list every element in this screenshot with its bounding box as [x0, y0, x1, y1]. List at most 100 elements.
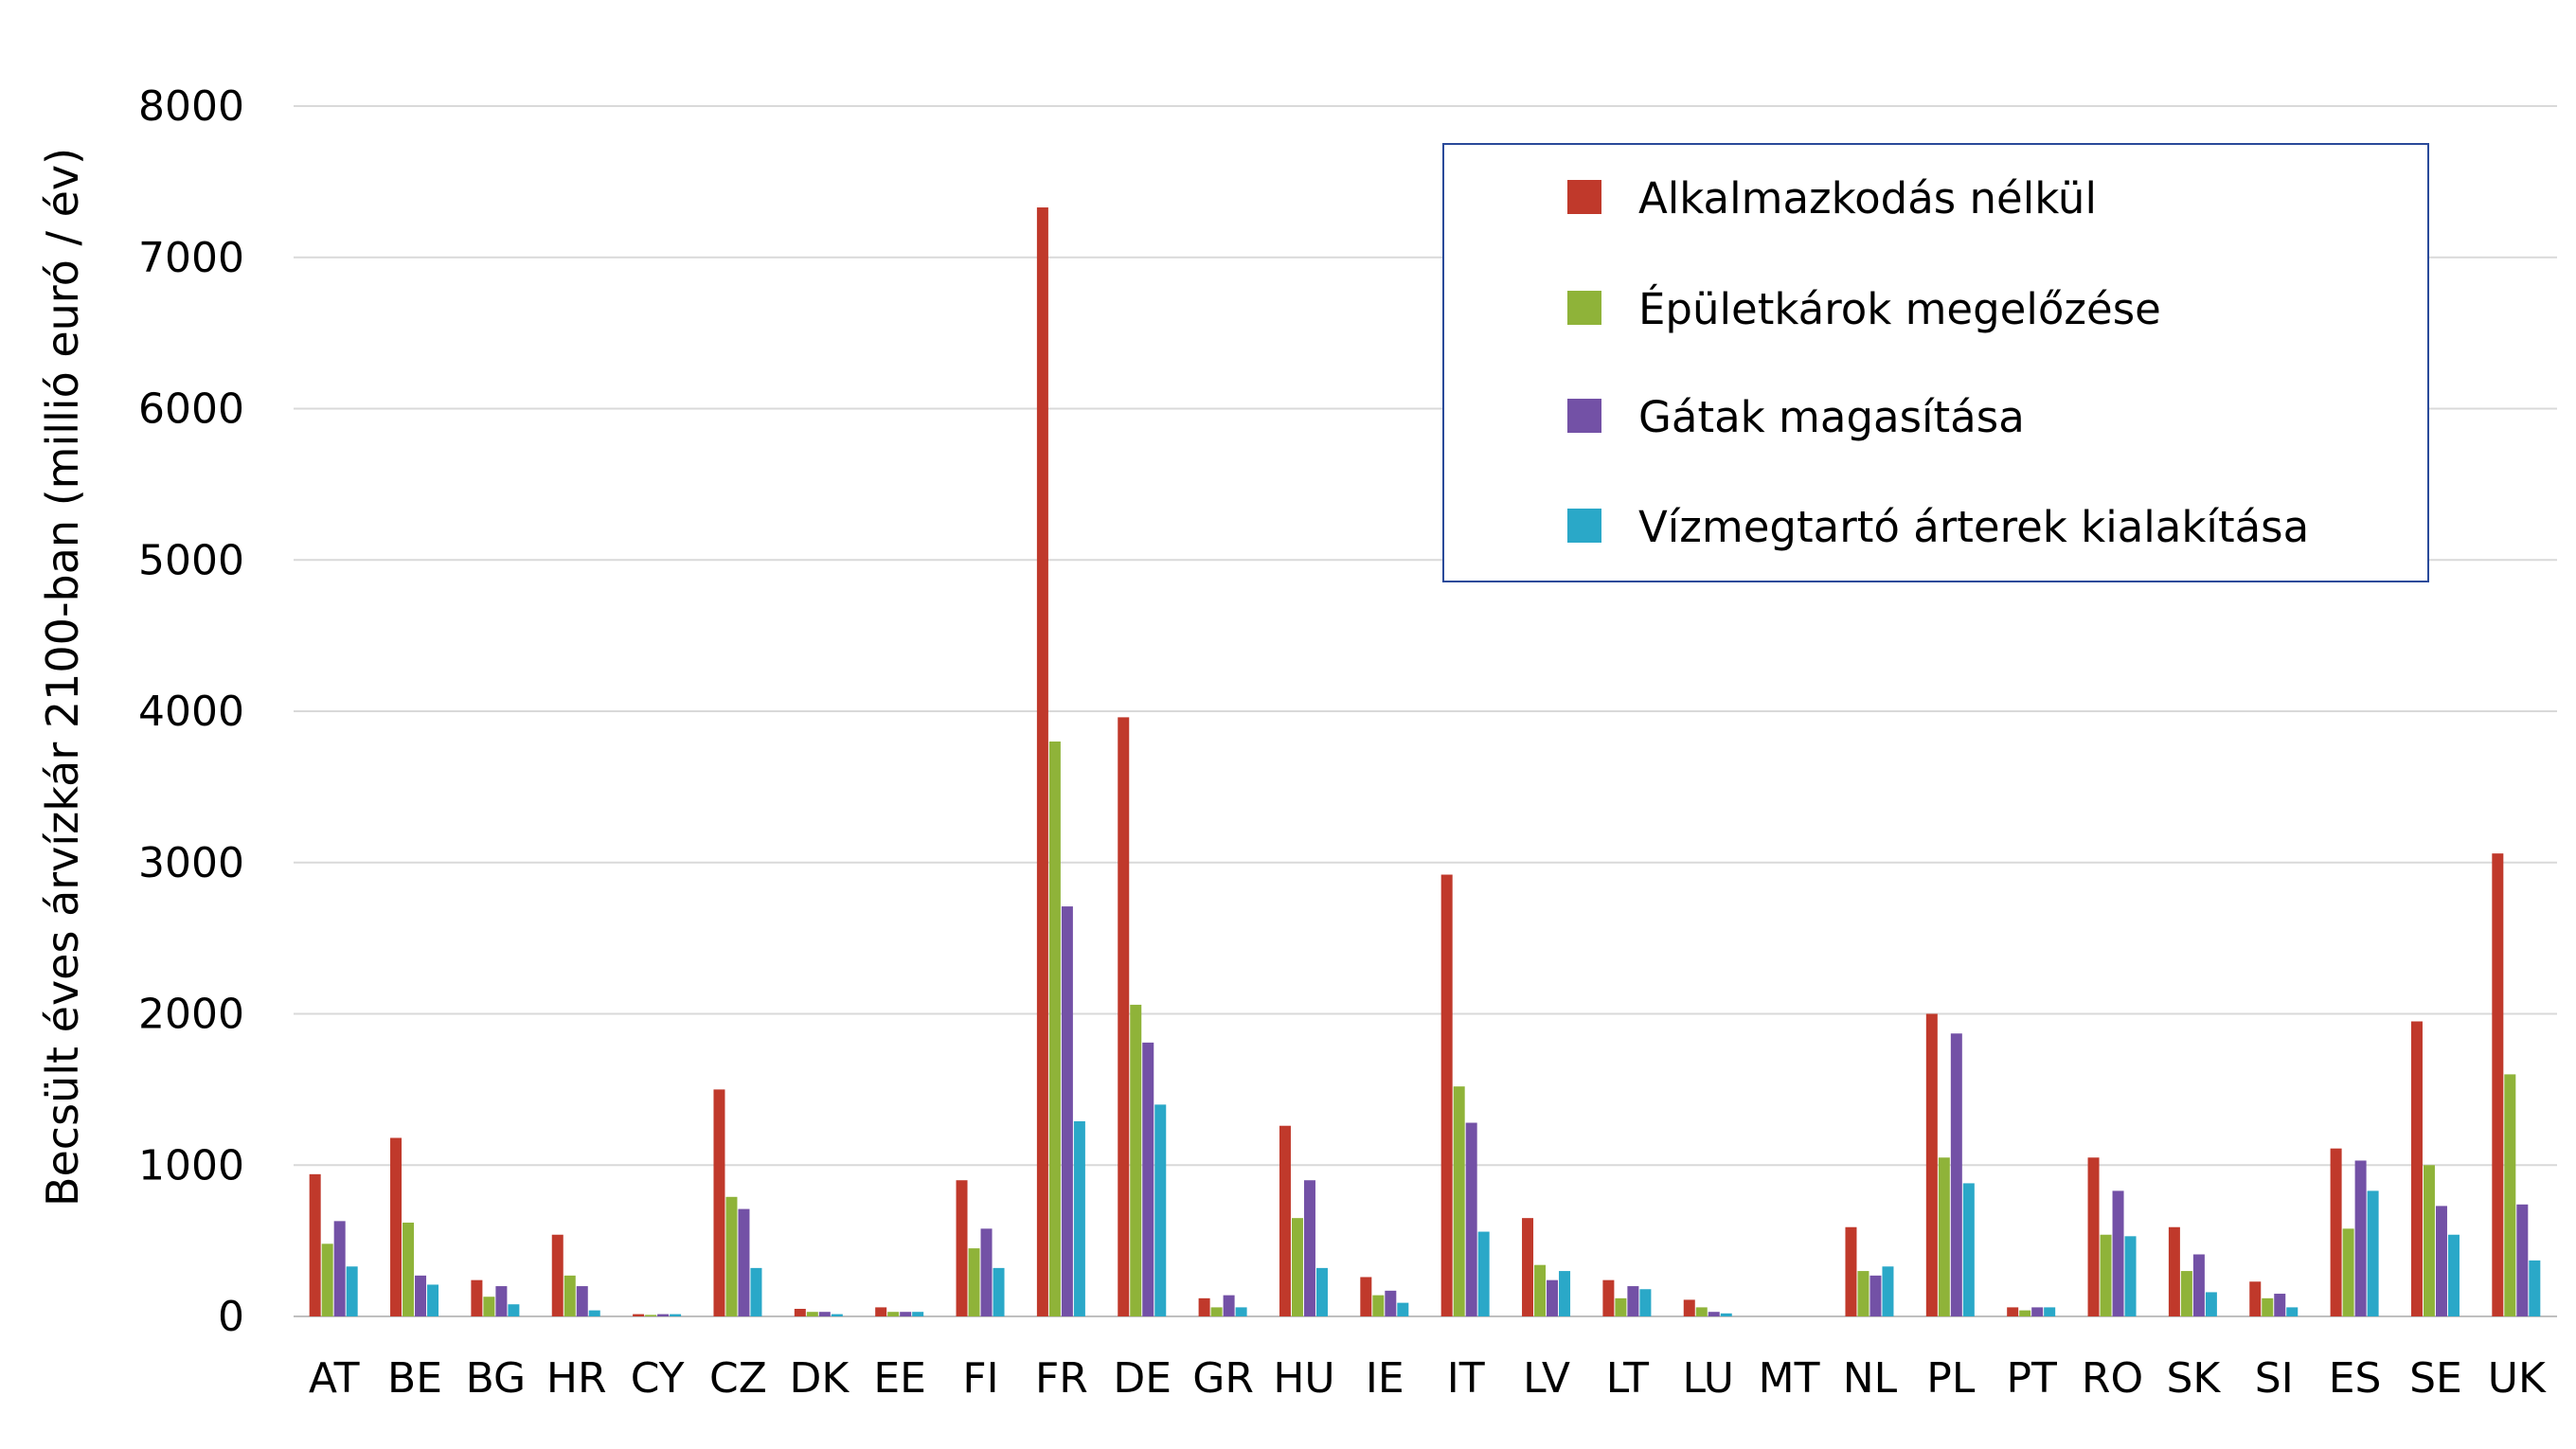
bar	[1142, 1042, 1154, 1316]
x-tick-label: HU	[1273, 1354, 1334, 1403]
gridlines	[294, 105, 2557, 1317]
x-tick-label: DK	[789, 1354, 850, 1403]
bar	[2504, 1074, 2516, 1316]
bar	[2435, 1206, 2447, 1316]
bar	[1118, 717, 1130, 1316]
x-tick-label: SE	[2409, 1354, 2462, 1403]
bar	[415, 1275, 427, 1316]
bar	[2168, 1226, 2180, 1316]
bar	[1522, 1218, 1534, 1316]
x-tick-label: MT	[1759, 1354, 1820, 1403]
bar	[2516, 1204, 2529, 1316]
bar	[1938, 1157, 1950, 1316]
x-tick-label: SI	[2255, 1354, 2294, 1403]
x-tick-label: FI	[962, 1354, 998, 1403]
x-tick-label: PL	[1926, 1354, 1976, 1403]
bar	[508, 1304, 520, 1316]
bar	[1315, 1267, 1328, 1316]
bar	[1720, 1313, 1732, 1316]
bar	[2112, 1190, 2124, 1316]
bar	[968, 1248, 980, 1316]
bar	[427, 1284, 439, 1316]
bar	[645, 1315, 657, 1316]
y-tick-label: 8000	[138, 82, 244, 131]
bar	[402, 1222, 415, 1316]
bar	[1048, 741, 1061, 1316]
y-axis-labels: 0 1000 2000 3000 4000 5000 6000 7000 8000	[138, 82, 244, 1341]
bar	[390, 1137, 402, 1316]
bar	[2342, 1228, 2354, 1316]
bar	[1708, 1312, 1720, 1316]
bar	[2031, 1307, 2044, 1316]
bar	[1695, 1307, 1708, 1316]
bar	[2100, 1234, 2112, 1316]
bar	[1073, 1120, 1085, 1316]
bar	[1615, 1297, 1627, 1316]
bar	[1385, 1290, 1397, 1316]
x-tick-label: RO	[2082, 1354, 2143, 1403]
x-tick-label: AT	[309, 1354, 360, 1403]
y-tick-label: 2000	[138, 991, 244, 1039]
bar	[2492, 853, 2504, 1316]
x-tick-label: NL	[1843, 1354, 1898, 1403]
y-tick-label: 3000	[138, 839, 244, 887]
legend-label: Vízmegtartó árterek kialakítása	[1638, 502, 2309, 552]
bar	[495, 1286, 508, 1316]
bar	[980, 1228, 993, 1316]
bar	[1559, 1271, 1571, 1316]
x-tick-label: BG	[466, 1354, 527, 1403]
bar	[2529, 1260, 2541, 1316]
x-tick-label: CZ	[709, 1354, 767, 1403]
bar	[875, 1307, 887, 1316]
bar	[1453, 1086, 1465, 1316]
bar	[1291, 1218, 1303, 1316]
bar	[588, 1310, 600, 1316]
x-tick-label: PT	[2006, 1354, 2057, 1403]
bar	[2019, 1310, 2031, 1316]
bar	[1869, 1275, 1882, 1316]
x-tick-label: EE	[873, 1354, 926, 1403]
x-axis-labels: AT BE BG HR CY CZ DK EE FI FR DE GR HU IE IT LV LT LU MT NL…	[309, 1354, 2547, 1403]
legend-swatch	[1567, 509, 1601, 543]
bar	[900, 1312, 912, 1316]
bar	[2447, 1234, 2460, 1316]
bar	[1683, 1299, 1695, 1316]
bar	[321, 1243, 333, 1316]
bar	[576, 1286, 588, 1316]
bar	[806, 1312, 818, 1316]
legend-label: Gátak magasítása	[1638, 392, 2025, 442]
legend-label: Alkalmazkodás nélkül	[1638, 173, 2097, 224]
bar	[657, 1314, 670, 1316]
bar	[1845, 1226, 1857, 1316]
x-tick-label: BE	[387, 1354, 442, 1403]
x-tick-label: CY	[631, 1354, 685, 1403]
bar	[2180, 1271, 2192, 1316]
bar	[818, 1312, 831, 1316]
bar	[1882, 1266, 1894, 1316]
y-tick-label: 4000	[138, 688, 244, 736]
bar	[1360, 1277, 1372, 1316]
y-tick-label: 1000	[138, 1141, 244, 1190]
x-tick-label: UK	[2488, 1354, 2547, 1403]
bar	[1154, 1104, 1167, 1316]
x-tick-label: IE	[1366, 1354, 1404, 1403]
x-tick-label: HR	[546, 1354, 607, 1403]
bar	[1857, 1271, 1869, 1316]
bar	[309, 1173, 321, 1316]
x-tick-label: IT	[1447, 1354, 1485, 1403]
bar	[1036, 207, 1048, 1317]
bar	[2367, 1190, 2379, 1316]
bar	[912, 1312, 924, 1316]
bars	[309, 207, 2541, 1317]
bar	[2423, 1165, 2435, 1316]
bar	[1279, 1125, 1291, 1316]
bar	[1223, 1295, 1235, 1316]
bar	[2262, 1297, 2274, 1316]
y-tick-label: 0	[218, 1293, 244, 1341]
bar	[1198, 1297, 1210, 1316]
bar	[551, 1234, 564, 1316]
bar	[2249, 1281, 2262, 1316]
x-tick-label: GR	[1192, 1354, 1254, 1403]
bar	[750, 1267, 762, 1316]
